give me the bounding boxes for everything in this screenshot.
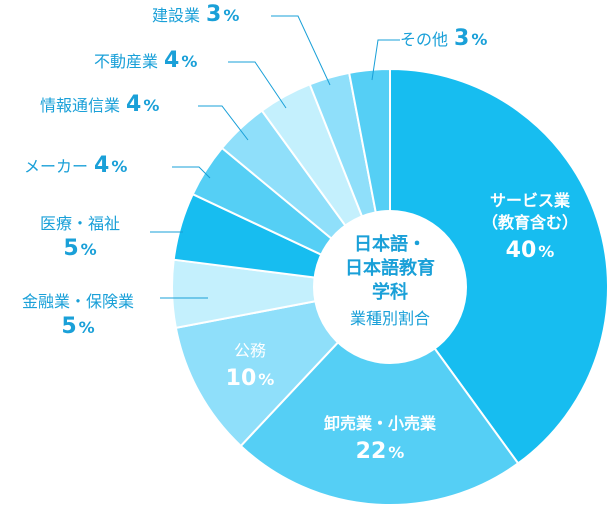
label-public-value: 10% bbox=[225, 366, 275, 391]
label-service-name-2: （教育含む） bbox=[481, 213, 578, 232]
label-maker: メーカー 4% bbox=[24, 153, 127, 178]
label-public-name: 公務 bbox=[233, 341, 266, 360]
label-service-name-1: サービス業 bbox=[489, 191, 570, 210]
label-finance-name: 金融業・保険業 bbox=[21, 292, 134, 311]
leader-it bbox=[198, 105, 249, 141]
label-service: サービス業 （教育含む） 40% bbox=[455, 190, 605, 263]
label-realestate: 不動産業 4% bbox=[94, 48, 197, 73]
leader-realestate bbox=[228, 61, 287, 109]
label-construction-name: 建設業 bbox=[152, 6, 201, 25]
label-medical: 医療・福祉 5% bbox=[22, 210, 138, 261]
center-title-line-2: 日本語教育 bbox=[345, 258, 435, 279]
label-maker-value: 4% bbox=[94, 153, 128, 178]
label-other-name: その他 bbox=[400, 30, 449, 49]
label-construction-value: 3% bbox=[206, 2, 240, 27]
center-title-line-3: 学科 bbox=[372, 282, 408, 303]
label-finance-value: 5% bbox=[61, 314, 95, 339]
label-it-value: 4% bbox=[126, 92, 160, 117]
label-it: 情報通信業 4% bbox=[40, 92, 159, 117]
leader-construction bbox=[271, 15, 331, 86]
leader-other bbox=[371, 39, 400, 81]
slice-wholesale bbox=[239, 285, 520, 506]
slice-service bbox=[389, 67, 610, 465]
center-title-line-1: 日本語・ bbox=[354, 234, 426, 255]
leader-maker bbox=[172, 166, 211, 179]
label-wholesale: 卸売業・小売業 22% bbox=[300, 413, 460, 464]
center-subtitle: 業種別割合 bbox=[349, 309, 430, 328]
label-other-value: 3% bbox=[454, 26, 488, 51]
label-realestate-name: 不動産業 bbox=[94, 52, 159, 71]
label-other: その他 3% bbox=[400, 26, 487, 51]
label-service-value: 40% bbox=[505, 238, 555, 263]
label-maker-name: メーカー bbox=[24, 157, 89, 176]
label-wholesale-value: 22% bbox=[355, 439, 405, 464]
leader-lines bbox=[150, 15, 400, 299]
label-medical-name: 医療・福祉 bbox=[39, 214, 120, 233]
label-it-name: 情報通信業 bbox=[40, 96, 121, 115]
label-public: 公務 10% bbox=[210, 340, 290, 391]
center-hole bbox=[313, 210, 467, 364]
label-realestate-value: 4% bbox=[164, 48, 198, 73]
label-construction: 建設業 3% bbox=[152, 2, 239, 27]
label-wholesale-name: 卸売業・小売業 bbox=[323, 414, 436, 433]
label-medical-value: 5% bbox=[63, 236, 97, 261]
center-title: 日本語・ 日本語教育 学科 業種別割合 bbox=[325, 233, 455, 331]
label-finance: 金融業・保険業 5% bbox=[2, 288, 154, 339]
